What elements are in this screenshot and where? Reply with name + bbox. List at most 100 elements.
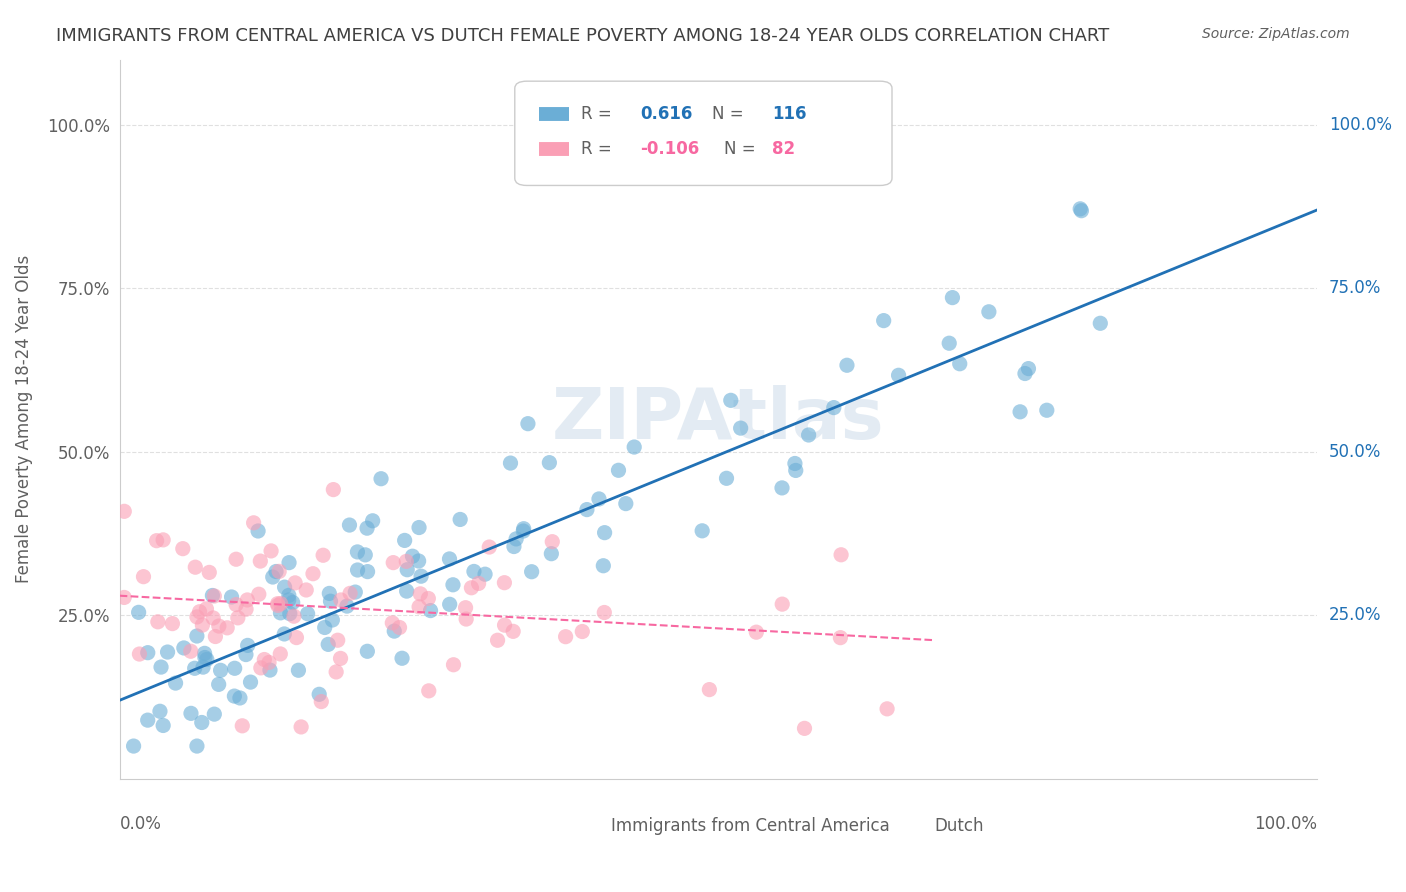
Point [201,589,224,603]
Point [195,652,218,666]
Point [208,619,231,633]
Point [456,612,478,626]
Point [267,599,290,613]
Point [217,621,239,635]
Point [172,541,194,556]
Point [195,602,218,616]
Point [520,565,543,579]
Point [136,713,159,727]
Point [439,597,461,611]
Point [152,533,174,547]
Point [198,566,221,580]
Point [554,630,576,644]
Point [339,586,361,600]
Point [180,706,202,721]
Point [225,552,247,566]
Text: R =: R = [581,104,612,122]
Text: Immigrants from Central America: Immigrants from Central America [610,816,890,835]
Point [191,715,214,730]
Point [259,663,281,677]
Point [396,563,419,577]
Point [356,644,378,658]
Point [408,554,430,568]
Point [499,456,522,470]
Point [284,575,307,590]
Point [273,627,295,641]
Point [623,440,645,454]
Point [720,393,742,408]
Point [478,540,501,554]
Text: 25.0%: 25.0% [1329,607,1382,624]
Point [770,597,793,611]
Text: N =: N = [713,104,744,122]
Point [226,611,249,625]
Point [516,417,538,431]
Point [1014,367,1036,381]
Point [716,471,738,485]
Point [592,558,614,573]
Point [326,633,349,648]
Point [242,516,264,530]
Point [225,598,247,612]
Point [229,690,252,705]
Point [575,502,598,516]
Point [381,615,404,630]
Point [494,618,516,632]
Point [224,661,246,675]
Text: 100.0%: 100.0% [1254,815,1317,833]
Point [235,602,257,616]
Text: 0.616: 0.616 [641,104,693,122]
Point [382,556,405,570]
Point [588,491,610,506]
Point [186,739,208,753]
Point [278,556,301,570]
Point [439,552,461,566]
Point [285,631,308,645]
Point [273,580,295,594]
Point [208,677,231,691]
Point [194,646,217,660]
Point [607,463,630,477]
Point [186,629,208,643]
Point [503,540,526,554]
Point [262,570,284,584]
Point [231,719,253,733]
Point [409,569,432,583]
Point [391,651,413,665]
Point [835,358,858,372]
Point [152,718,174,732]
Point [463,565,485,579]
Point [202,611,225,625]
Point [887,368,910,383]
Point [302,566,325,581]
Point [314,620,336,634]
Point [512,522,534,536]
Point [730,421,752,435]
Point [128,647,150,661]
Text: 50.0%: 50.0% [1329,442,1382,461]
Point [239,675,262,690]
Point [191,660,214,674]
Point [269,647,291,661]
Text: ZIPAtlas: ZIPAtlas [553,384,884,454]
Point [538,456,561,470]
Point [308,687,330,701]
Point [318,586,340,600]
Point [162,616,184,631]
Point [409,587,432,601]
Point [474,567,496,582]
Point [312,548,335,562]
Point [571,624,593,639]
Point [132,569,155,583]
Text: 100.0%: 100.0% [1329,116,1392,134]
Point [146,615,169,629]
Point [418,591,440,606]
Point [150,660,173,674]
Point [266,597,288,611]
Point [395,554,418,568]
Text: 0.0%: 0.0% [120,815,162,833]
Point [329,651,352,665]
Point [191,618,214,632]
Point [1090,316,1112,330]
Text: Dutch: Dutch [934,816,983,835]
